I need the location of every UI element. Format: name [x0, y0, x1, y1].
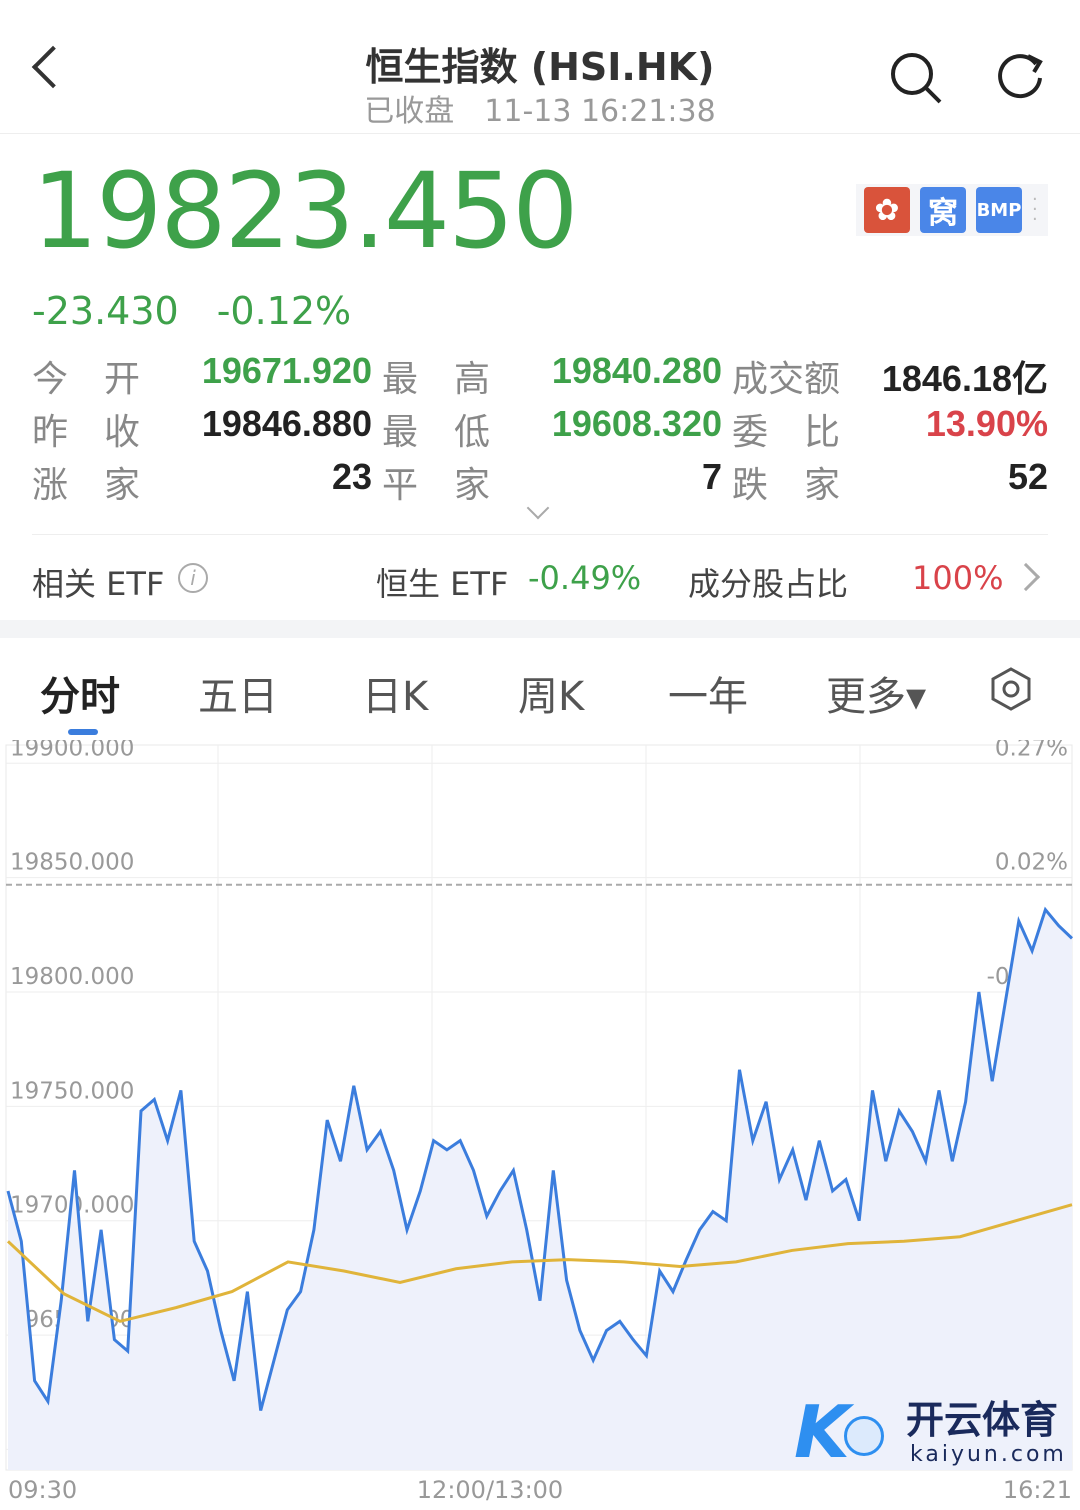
kaiyun-watermark-logo: K 开云体育 kaiyun.com: [794, 1390, 1067, 1474]
constituent-ratio-label: 成分股占比: [688, 565, 849, 603]
market-status: 已收盘 11-13 16:21:38: [0, 86, 1080, 130]
refresh-icon[interactable]: [994, 50, 1048, 104]
hk-bauhinia-icon[interactable]: ✿: [864, 187, 910, 233]
constituent-ratio: 100%: [912, 559, 1004, 597]
x-tick-label: 16:21: [1003, 1476, 1072, 1504]
header: 恒生指数 (HSI.HK) 已收盘 11-13 16:21:38: [0, 0, 1080, 134]
y-tick-label: 19750.000: [10, 1078, 134, 1104]
etf-label: 相关 ETF: [32, 565, 165, 603]
stat-item: 最 高 19840.280: [382, 350, 722, 400]
stat-label: 委 比: [732, 412, 841, 453]
timestamp: 11-13 16:21:38: [484, 94, 716, 129]
stat-value: 19608.320: [551, 403, 722, 444]
stat-label: 最 低: [382, 412, 491, 453]
stat-value: 13.90%: [925, 403, 1048, 444]
change-percent: -0.12%: [216, 289, 352, 333]
stat-value: 19840.280: [551, 350, 722, 391]
price-line: [6, 906, 1074, 1411]
tab-3[interactable]: 周K: [518, 674, 585, 720]
y-tick-label: 19850.000: [10, 850, 134, 876]
x-tick-label: 12:00/13:00: [417, 1476, 563, 1504]
tab-5[interactable]: 更多▾: [826, 674, 927, 720]
x-tick-label: 09:30: [8, 1476, 77, 1504]
section-divider: [0, 620, 1080, 638]
stat-label: 涨 家: [32, 465, 141, 506]
more-dots-icon[interactable]: · · ·: [1032, 189, 1038, 230]
y-tick-label: 19800.000: [10, 964, 134, 990]
last-price: 19823.450: [32, 150, 578, 272]
stat-item: 涨 家 23: [32, 456, 372, 506]
settings-hex-icon[interactable]: [988, 666, 1034, 712]
stat-label: 最 高: [382, 359, 491, 400]
etf-row[interactable]: 相关 ETF i 恒生 ETF -0.49% 成分股占比 100%: [32, 534, 1048, 620]
stat-value: 1846.18亿: [881, 358, 1048, 399]
stat-item: 今 开 19671.920: [32, 350, 372, 400]
stat-label: 昨 收: [32, 412, 141, 453]
stat-item: 委 比 13.90%: [732, 403, 1048, 453]
stat-item: 成交额 1846.18亿: [732, 350, 1048, 400]
price-change: -23.430 -0.12%: [32, 280, 351, 335]
etf-name[interactable]: 恒生 ETF: [376, 565, 509, 603]
stat-item: 昨 收 19846.880: [32, 403, 372, 453]
tab-0[interactable]: 分时: [40, 674, 120, 720]
search-icon[interactable]: [888, 50, 944, 106]
stat-value: 52: [1007, 456, 1048, 497]
stat-label: 跌 家: [732, 465, 841, 506]
stat-item: 最 低 19608.320: [382, 403, 722, 453]
badge-bar: ✿ 窝 BMP · · ·: [856, 184, 1048, 236]
stat-label: 今 开: [32, 359, 141, 400]
page-title: 恒生指数 (HSI.HK): [365, 45, 715, 89]
active-tab-indicator: [68, 729, 98, 735]
tab-1[interactable]: 五日: [198, 674, 278, 720]
level2-badge[interactable]: 窝: [920, 187, 966, 233]
tab-2[interactable]: 日K: [362, 674, 429, 720]
stat-value: 7: [701, 456, 722, 497]
stat-label: 成交额: [732, 359, 841, 400]
right-tick-label: 0.27%: [995, 740, 1068, 761]
change-value: -23.430: [32, 289, 179, 333]
status-text: 已收盘: [364, 94, 455, 129]
stats-grid: 今 开 19671.920 最 高 19840.280 成交额 1846.18亿昨 收 19…: [32, 350, 1048, 506]
etf-change: -0.49%: [528, 559, 642, 597]
stat-item: 跌 家 52: [732, 456, 1048, 506]
chevron-right-icon[interactable]: [1011, 562, 1041, 592]
intraday-chart[interactable]: 19900.0000.27%19850.0000.02%19800.000-0.…: [0, 740, 1080, 1510]
stat-item: 平 家 7: [382, 456, 722, 506]
price-area-fill: [8, 909, 1072, 1470]
stat-value: 19846.880: [201, 403, 372, 444]
bmp-badge[interactable]: BMP: [976, 187, 1022, 233]
right-tick-label: 0.02%: [995, 850, 1068, 876]
stat-value: 19671.920: [201, 350, 372, 391]
stat-value: 23: [331, 456, 372, 497]
info-icon[interactable]: i: [178, 563, 208, 593]
y-tick-label: 19900.000: [10, 740, 134, 761]
tab-4[interactable]: 一年: [668, 674, 748, 720]
stat-label: 平 家: [382, 465, 491, 506]
average-price-line: [6, 1203, 1073, 1323]
